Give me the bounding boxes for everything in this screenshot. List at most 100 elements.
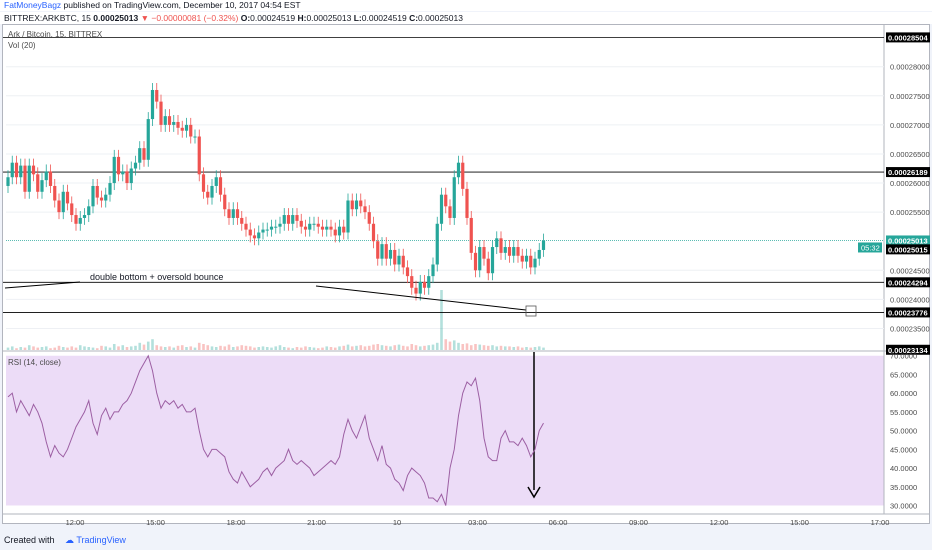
time-tick-label: 21:00 — [307, 518, 326, 527]
rsi-tick-label: 35.0000 — [890, 483, 917, 492]
volume-bar — [193, 347, 197, 350]
candle-body — [418, 281, 422, 294]
rsi-tick-label: 60.0000 — [890, 389, 917, 398]
volume-bar — [397, 344, 401, 350]
candle-body — [448, 206, 452, 218]
time-tick-label: 18:00 — [227, 518, 246, 527]
footer-brand[interactable]: TradingView — [76, 535, 126, 545]
volume-bar — [299, 347, 303, 350]
volume-bar — [444, 339, 448, 350]
volume-bar — [219, 345, 222, 350]
volume-bar — [163, 347, 167, 350]
volume-bar — [474, 344, 477, 350]
volume-bar — [240, 345, 244, 350]
volume-bar — [503, 346, 507, 350]
time-tick-label: 12:00 — [66, 518, 85, 527]
candle-body — [248, 229, 252, 236]
candle-body — [278, 223, 282, 227]
trend-line-left — [4, 281, 81, 289]
ohlc-c: 0.00025013 — [418, 13, 463, 23]
volume-bar — [537, 346, 541, 350]
volume-bar — [95, 348, 99, 350]
time-axis: 12:00 15:00 18:00 21:00 10 03:00 06:00 09:00 12:… — [66, 518, 890, 527]
volume-bar — [257, 347, 261, 350]
time-tick-label: 03:00 — [468, 518, 487, 527]
candle-body — [265, 229, 269, 231]
volume-bar — [321, 347, 324, 350]
volume-bar — [125, 347, 129, 350]
candle-body — [486, 258, 490, 274]
price-label: 0.00025015 — [888, 245, 928, 254]
volume-bar — [87, 347, 91, 350]
candle-body — [439, 194, 444, 224]
candle-body — [176, 121, 180, 128]
volume-bar — [32, 346, 35, 350]
candle-body — [74, 215, 78, 224]
candle-body — [333, 229, 337, 236]
volume-bar — [214, 347, 218, 350]
volume-bar — [74, 347, 78, 350]
price-tick-label: 0.00027000 — [890, 121, 930, 130]
candle-body — [125, 171, 129, 184]
ohlc-h-label: H: — [297, 13, 307, 23]
candle-body — [465, 188, 469, 218]
candle-body — [99, 197, 104, 201]
candle-body — [210, 185, 214, 198]
candle-body — [388, 249, 393, 259]
candle-body — [214, 177, 218, 186]
volume-bar — [367, 345, 371, 350]
price-label: 0.00023134 — [888, 346, 928, 355]
volume-bar — [316, 348, 320, 350]
candle-body — [359, 200, 363, 207]
chart-title: Ark / Bitcoin, 15, BITTREX — [8, 30, 103, 39]
rsi-tick-label: 70.0000 — [890, 352, 917, 361]
candle-body — [354, 200, 359, 210]
candle-body — [235, 209, 240, 218]
volume-bar — [248, 346, 252, 350]
candle-body — [405, 267, 410, 277]
volume-bar — [53, 347, 57, 350]
rsi-tick-label: 30.0000 — [890, 502, 917, 511]
volume-bar — [261, 346, 265, 350]
volume-legend: Vol (20) — [8, 41, 36, 50]
time-tick-label: 09:00 — [629, 518, 648, 527]
hline-label: 0.00024294 — [888, 278, 928, 287]
volume-bar — [389, 346, 392, 350]
candle-body — [384, 244, 388, 259]
chart-svg[interactable]: 0.00028504 0.00026189 0.00024294 0.00023776… — [0, 0, 932, 530]
volume-bar — [121, 345, 125, 350]
candle-body — [431, 264, 435, 277]
volume-bar — [6, 347, 10, 350]
volume-bar — [342, 345, 346, 350]
candle-body — [380, 244, 384, 259]
volume-bar — [338, 346, 341, 350]
price-label-box — [886, 235, 930, 246]
footer: Created with ☁ TradingView — [0, 530, 932, 550]
candle-body — [19, 165, 23, 178]
candle-body — [61, 191, 65, 213]
volume-bar — [189, 346, 193, 350]
candle-body — [371, 223, 376, 242]
volume-bars — [6, 290, 545, 350]
price-tick-label: 0.00024500 — [890, 266, 930, 275]
volume-bar — [435, 342, 439, 350]
volume-bar — [427, 345, 431, 350]
candle-body — [410, 276, 414, 288]
candle-body — [48, 171, 53, 186]
author-link[interactable]: FatMoneyBagz — [4, 0, 62, 10]
volume-bar — [108, 347, 112, 350]
time-tick-label: 10 — [393, 518, 401, 527]
candle-body — [269, 226, 274, 230]
volume-bar — [236, 346, 239, 350]
candle-body — [14, 162, 19, 178]
candle-body — [507, 247, 512, 256]
volume-bar — [83, 346, 86, 350]
candle-body — [478, 247, 482, 271]
price-change: ▼ −0.00000081 (−0.32%) — [140, 13, 239, 23]
candle-body — [257, 232, 261, 239]
volume-bar — [278, 345, 282, 350]
symbol-info: BITTREX:ARKBTC, 15 — [4, 13, 91, 23]
volume-bar — [410, 344, 414, 350]
volume-bar — [23, 347, 27, 350]
volume-bar — [491, 345, 494, 350]
